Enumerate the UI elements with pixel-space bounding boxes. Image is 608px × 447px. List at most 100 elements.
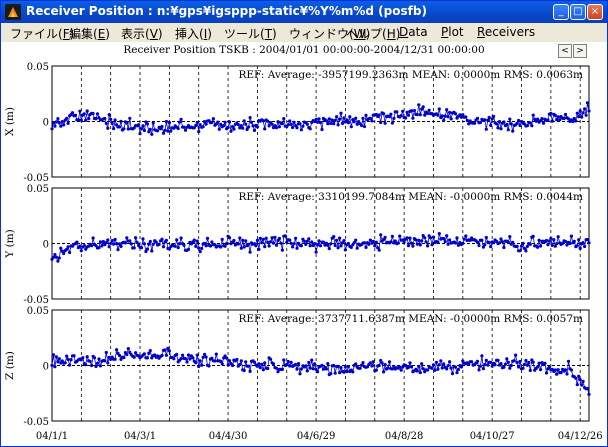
- data-point: [266, 240, 270, 244]
- data-point: [361, 361, 365, 365]
- data-point: [277, 125, 281, 129]
- data-point: [310, 358, 314, 362]
- data-point: [314, 117, 318, 121]
- data-point: [461, 113, 465, 117]
- menu-tools[interactable]: ツール(T): [224, 27, 277, 41]
- data-point: [370, 364, 374, 368]
- data-point: [455, 371, 459, 375]
- data-point: [270, 236, 274, 240]
- data-point: [345, 369, 349, 374]
- data-point: [310, 240, 314, 244]
- data-point: [175, 352, 179, 356]
- data-point: [186, 247, 191, 251]
- data-point: [117, 125, 122, 129]
- menu-bar: ファイル(F) 編集(E) 表示(V) 挿入(I) ツール(T) ウィンドウ(W…: [1, 23, 607, 42]
- data-point: [76, 118, 80, 122]
- data-point: [326, 243, 330, 247]
- data-point: [106, 238, 110, 242]
- menu-view[interactable]: 表示(V): [121, 27, 163, 41]
- data-point: [112, 242, 116, 246]
- menu-data[interactable]: Data: [399, 25, 428, 39]
- data-point: [338, 117, 342, 121]
- data-point: [117, 242, 122, 246]
- title-bar[interactable]: Receiver Position : n:¥gps¥igsppp-static…: [1, 1, 607, 23]
- data-point: [65, 354, 69, 358]
- menu-edit[interactable]: 編集(E): [69, 27, 110, 41]
- data-point: [305, 239, 309, 243]
- data-point: [176, 126, 180, 131]
- data-point: [324, 119, 328, 123]
- data-point: [497, 120, 502, 124]
- data-point: [346, 241, 350, 246]
- data-point: [95, 112, 100, 116]
- data-point: [527, 360, 531, 365]
- data-point: [54, 355, 59, 359]
- data-point: [56, 117, 60, 121]
- data-point: [349, 245, 353, 249]
- data-point: [547, 365, 552, 369]
- data-point: [90, 363, 94, 368]
- data-point: [577, 115, 581, 119]
- data-point: [539, 368, 543, 372]
- data-point: [368, 361, 372, 365]
- data-point: [98, 240, 102, 244]
- menu-window[interactable]: ウィンドウ(W): [289, 27, 371, 41]
- data-point: [437, 232, 441, 236]
- maximize-button[interactable]: □: [570, 4, 586, 20]
- data-point: [340, 241, 345, 245]
- data-point: [60, 120, 64, 124]
- data-point: [552, 238, 556, 242]
- menu-plot[interactable]: Plot: [441, 25, 464, 39]
- y-panel-ytick-top: 0.05: [27, 184, 49, 195]
- data-point: [169, 129, 173, 133]
- data-point: [430, 243, 434, 247]
- data-point: [442, 362, 446, 366]
- data-point: [503, 362, 507, 366]
- data-point: [82, 112, 86, 116]
- data-point: [109, 241, 113, 245]
- data-point: [249, 120, 254, 124]
- menu-insert[interactable]: 挿入(I): [175, 27, 212, 41]
- data-point: [499, 362, 503, 366]
- data-point: [186, 353, 191, 357]
- data-point: [481, 245, 485, 249]
- data-point: [264, 236, 268, 240]
- data-point: [393, 239, 397, 243]
- data-point: [506, 128, 510, 132]
- menu-help[interactable]: ヘルプ(H): [346, 27, 401, 41]
- data-point: [214, 352, 218, 356]
- minimize-button[interactable]: _: [553, 4, 569, 20]
- data-point: [483, 118, 487, 122]
- close-button[interactable]: ×: [587, 4, 603, 20]
- data-point: [66, 245, 70, 249]
- data-point: [164, 119, 168, 124]
- plot-title: Receiver Position TSKB : 2004/01/01 00:0…: [123, 44, 485, 56]
- data-point: [154, 240, 158, 244]
- menu-receivers[interactable]: Receivers: [477, 25, 536, 39]
- data-point: [320, 363, 324, 367]
- data-point: [464, 234, 468, 238]
- menu-file[interactable]: ファイル(F): [10, 27, 75, 41]
- data-point: [418, 243, 422, 247]
- data-point: [326, 362, 330, 366]
- data-point: [113, 357, 117, 361]
- data-point: [467, 362, 471, 366]
- data-point: [453, 241, 458, 245]
- data-point: [362, 125, 367, 129]
- prev-button[interactable]: <: [558, 44, 572, 58]
- data-point: [519, 244, 524, 248]
- data-point: [497, 241, 502, 245]
- data-point: [333, 243, 337, 248]
- data-point: [486, 118, 490, 122]
- data-point: [470, 360, 474, 364]
- data-point: [342, 370, 346, 374]
- data-point: [575, 383, 579, 387]
- data-point: [467, 122, 471, 126]
- data-point: [426, 244, 430, 248]
- data-point: [191, 356, 195, 360]
- data-point: [578, 246, 582, 250]
- data-point: [229, 129, 233, 133]
- data-point: [182, 243, 186, 247]
- next-button[interactable]: >: [573, 44, 587, 58]
- data-point: [499, 237, 503, 241]
